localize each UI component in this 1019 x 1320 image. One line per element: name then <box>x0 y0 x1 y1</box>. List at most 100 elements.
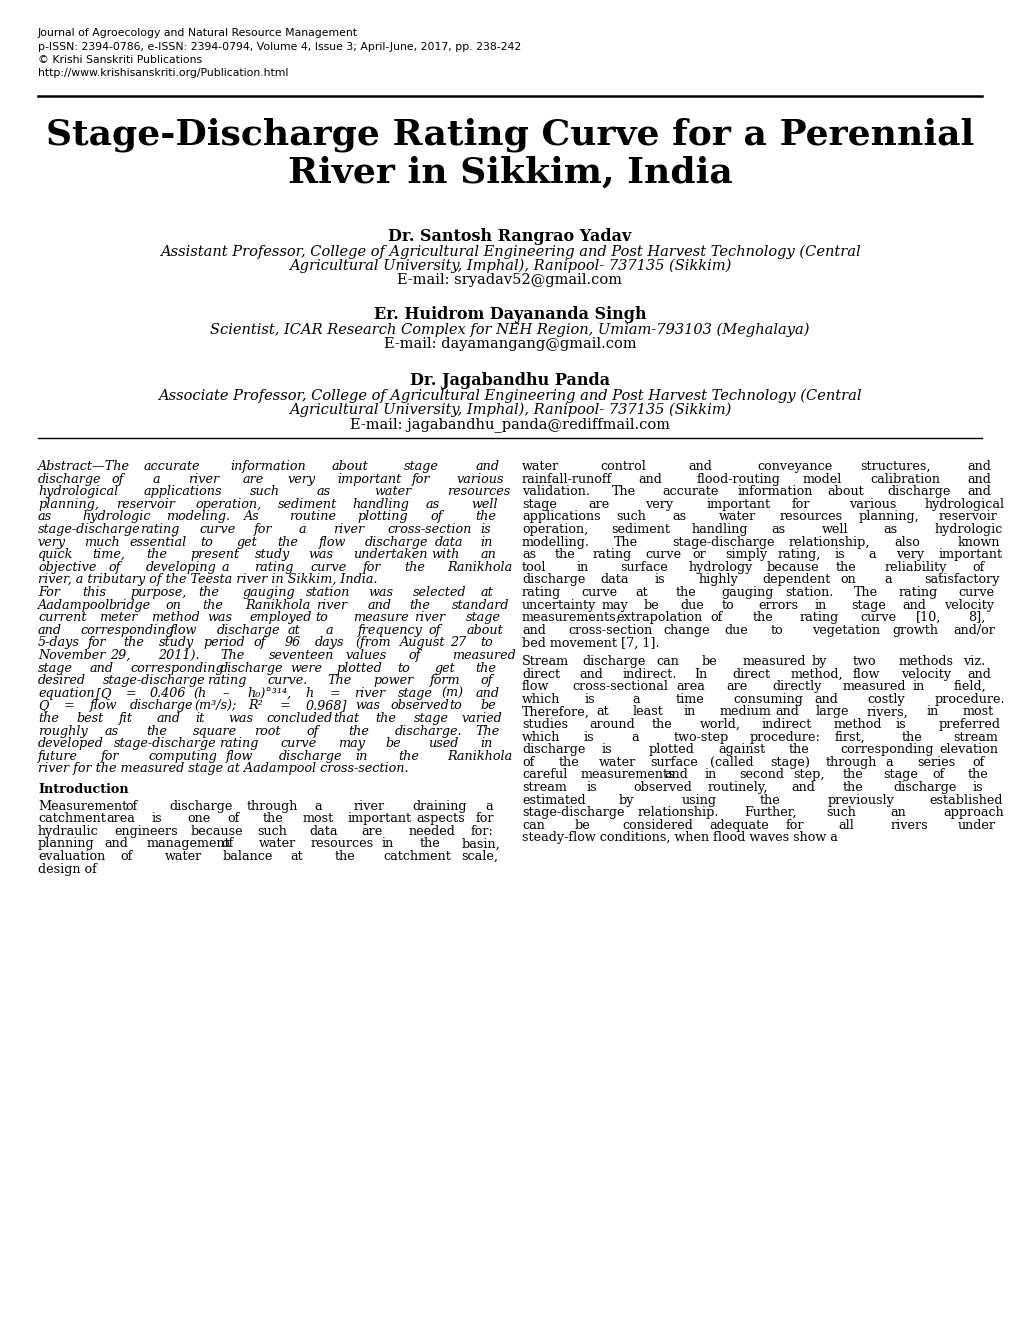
Text: in: in <box>480 737 492 750</box>
Text: may: may <box>337 737 365 750</box>
Text: rating: rating <box>207 675 246 688</box>
Text: various: various <box>457 473 503 486</box>
Text: water: water <box>717 511 755 524</box>
Text: an: an <box>890 807 905 820</box>
Text: plotted: plotted <box>336 661 382 675</box>
Text: river: river <box>354 686 385 700</box>
Text: The: The <box>475 725 499 738</box>
Text: the: the <box>410 598 430 611</box>
Text: Scientist, ICAR Research Complex for NEH Region, Umiam-793103 (Meghalaya): Scientist, ICAR Research Complex for NEH… <box>210 323 809 338</box>
Text: of: of <box>227 812 239 825</box>
Text: and: and <box>157 711 180 725</box>
Text: to: to <box>200 536 212 549</box>
Text: rivers,: rivers, <box>865 705 907 718</box>
Text: the: the <box>475 511 496 524</box>
Text: under: under <box>957 818 996 832</box>
Text: cross-section: cross-section <box>568 624 652 636</box>
Text: the: the <box>123 636 144 649</box>
Text: simply: simply <box>725 548 767 561</box>
Text: as: as <box>317 486 330 498</box>
Text: discharge: discharge <box>581 655 645 668</box>
Text: flow: flow <box>852 668 879 681</box>
Text: a: a <box>632 693 639 706</box>
Text: a: a <box>883 573 892 586</box>
Text: and: and <box>967 473 990 486</box>
Text: and: and <box>967 459 990 473</box>
Text: the: the <box>203 598 223 611</box>
Text: (m): (m) <box>441 686 464 700</box>
Text: rating: rating <box>898 586 937 599</box>
Text: calibration: calibration <box>870 473 940 486</box>
Text: information: information <box>737 486 812 498</box>
Text: reservoir: reservoir <box>116 498 175 511</box>
Text: measurements,: measurements, <box>522 611 621 624</box>
Text: two: two <box>852 655 875 668</box>
Text: =: = <box>64 700 74 713</box>
Text: discharge: discharge <box>129 700 194 713</box>
Text: root: root <box>254 725 280 738</box>
Text: at: at <box>635 586 648 599</box>
Text: about: about <box>331 459 368 473</box>
Text: of: of <box>710 611 722 624</box>
Text: discharge: discharge <box>38 473 102 486</box>
Text: of: of <box>408 649 420 663</box>
Text: and: and <box>475 686 499 700</box>
Text: operation,: operation, <box>195 498 261 511</box>
Text: modeling.: modeling. <box>166 511 229 524</box>
Text: discharge: discharge <box>220 661 283 675</box>
Text: Journal of Agroecology and Natural Resource Management: Journal of Agroecology and Natural Resou… <box>38 28 358 38</box>
Text: the: the <box>419 837 439 850</box>
Text: was: was <box>207 611 232 624</box>
Text: to: to <box>449 700 462 713</box>
Text: also: also <box>894 536 920 549</box>
Text: a: a <box>485 800 492 813</box>
Text: river: river <box>187 473 219 486</box>
Text: to: to <box>480 636 493 649</box>
Text: used: used <box>428 737 459 750</box>
Text: all: all <box>838 818 853 832</box>
Text: directly: directly <box>771 680 821 693</box>
Text: study: study <box>254 548 289 561</box>
Text: employed: employed <box>250 611 312 624</box>
Text: River in Sikkim, India: River in Sikkim, India <box>287 156 732 190</box>
Text: concluded: concluded <box>266 711 332 725</box>
Text: the: the <box>557 756 579 768</box>
Text: least: least <box>632 705 663 718</box>
Text: is: is <box>584 693 594 706</box>
Text: can: can <box>522 818 544 832</box>
Text: objective: objective <box>38 561 96 574</box>
Text: measurements: measurements <box>581 768 675 781</box>
Text: series: series <box>916 756 955 768</box>
Text: by: by <box>811 655 826 668</box>
Text: routine: routine <box>288 511 335 524</box>
Text: seventeen: seventeen <box>269 649 334 663</box>
Text: station.: station. <box>785 586 833 599</box>
Text: stage-discharge: stage-discharge <box>522 807 624 820</box>
Text: extrapolation: extrapolation <box>615 611 702 624</box>
Text: hydrological: hydrological <box>923 498 1004 511</box>
Text: be: be <box>701 655 716 668</box>
Text: in: in <box>683 705 695 718</box>
Text: and: and <box>774 705 798 718</box>
Text: power: power <box>374 675 414 688</box>
Text: in: in <box>925 705 937 718</box>
Text: important: important <box>938 548 1002 561</box>
Text: important: important <box>347 812 412 825</box>
Text: the: the <box>475 661 496 675</box>
Text: bridge: bridge <box>109 598 151 611</box>
Text: Agricultural University, Imphal), Ranipool- 737135 (Sikkim): Agricultural University, Imphal), Ranipo… <box>288 403 731 417</box>
Text: Therefore,: Therefore, <box>522 705 589 718</box>
Text: at: at <box>290 850 304 863</box>
Text: curve: curve <box>645 548 681 561</box>
Text: the: the <box>842 768 863 781</box>
Text: period: period <box>204 636 245 649</box>
Text: because: because <box>766 561 819 574</box>
Text: 96: 96 <box>284 636 300 649</box>
Text: flood-routing: flood-routing <box>696 473 780 486</box>
Text: to: to <box>721 598 734 611</box>
Text: a: a <box>631 730 638 743</box>
Text: needed: needed <box>409 825 455 838</box>
Text: corresponding: corresponding <box>839 743 932 756</box>
Text: the: the <box>38 711 59 725</box>
Text: the: the <box>967 768 987 781</box>
